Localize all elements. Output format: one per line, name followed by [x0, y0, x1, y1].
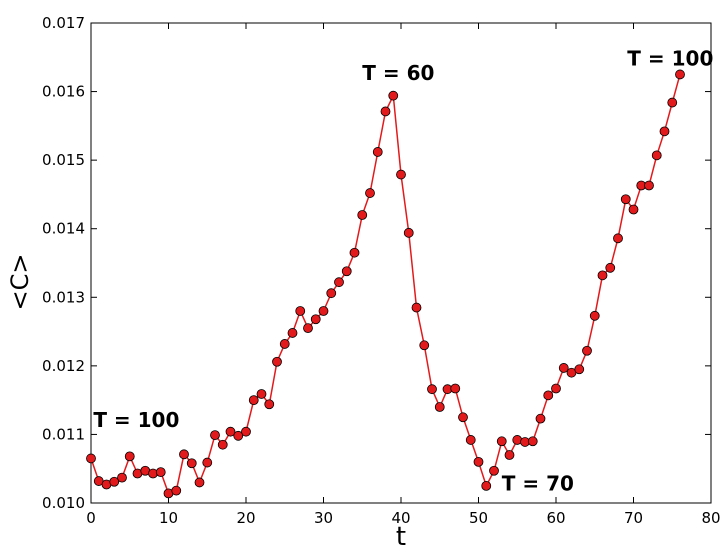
- data-point: [527, 436, 538, 447]
- data-point: [186, 458, 197, 469]
- y-tick-label: 0.012: [42, 357, 85, 375]
- data-point: [210, 430, 220, 441]
- y-tick-label: 0.011: [42, 425, 85, 443]
- y-tick-label: 0.017: [42, 14, 85, 32]
- y-tick-label: 0.016: [42, 83, 85, 101]
- data-point: [620, 194, 631, 205]
- data-point: [667, 97, 678, 108]
- data-point: [217, 439, 228, 450]
- data-point: [434, 402, 445, 412]
- data-point: [241, 426, 251, 437]
- data-point: [651, 150, 662, 161]
- data-point: [589, 310, 600, 321]
- data-point: [450, 383, 461, 394]
- data-point: [341, 266, 352, 277]
- plot-border: [90, 22, 712, 504]
- data-point: [582, 345, 592, 356]
- data-point: [419, 340, 430, 351]
- y-tick-label: 0.013: [42, 288, 85, 306]
- data-point: [279, 339, 290, 349]
- data-point: [109, 476, 120, 487]
- data-point: [334, 277, 344, 288]
- data-point: [551, 383, 561, 394]
- x-tick-label: 30: [314, 509, 333, 527]
- series-layer: [86, 69, 685, 499]
- data-point: [659, 126, 670, 137]
- data-point: [287, 328, 298, 338]
- data-point: [380, 106, 391, 117]
- x-axis-label: t: [396, 522, 406, 552]
- x-tick-label: 50: [469, 509, 488, 527]
- data-point: [225, 426, 236, 437]
- y-tick-label: 0.015: [42, 151, 85, 169]
- data-point: [264, 399, 275, 410]
- data-point: [613, 233, 623, 244]
- data-point: [117, 472, 127, 483]
- x-tick-label: 40: [391, 509, 410, 527]
- data-point: [318, 306, 329, 316]
- data-point: [574, 364, 585, 375]
- data-point: [558, 363, 569, 373]
- data-point: [605, 262, 616, 273]
- data-point: [411, 302, 422, 313]
- x-tick-labels: 0 10 20 30 40 50 60 70 80: [86, 509, 720, 527]
- data-point: [272, 356, 282, 367]
- y-axis-label: <C>: [6, 254, 34, 311]
- data-point: [248, 395, 259, 406]
- data-point: [396, 169, 406, 180]
- data-point: [427, 384, 437, 395]
- data-point: [303, 323, 313, 334]
- data-point: [543, 390, 554, 401]
- data-point: [310, 314, 321, 325]
- annotation-label: T = 70: [502, 472, 574, 496]
- data-point: [155, 467, 166, 478]
- y-tick-labels: 0.010 0.011 0.012 0.013 0.014 0.015 0.016 0.017: [42, 14, 85, 512]
- data-point: [465, 435, 476, 445]
- data-point: [179, 449, 189, 460]
- data-point: [357, 210, 368, 220]
- data-point: [171, 485, 182, 496]
- data-point: [194, 477, 205, 488]
- data-point: [202, 457, 213, 468]
- data-point: [326, 288, 337, 299]
- data-point: [504, 450, 515, 460]
- data-point: [86, 453, 96, 464]
- x-tick-label: 80: [701, 509, 720, 527]
- data-point: [256, 389, 267, 399]
- data-point: [458, 412, 468, 423]
- data-point: [388, 90, 399, 101]
- annotation-label: T = 60: [362, 61, 434, 85]
- data-point: [481, 480, 492, 491]
- x-tick-label: 60: [546, 509, 565, 527]
- data-point: [372, 147, 383, 157]
- axis-ticks: [90, 22, 712, 504]
- annotation-label: T = 100: [93, 408, 179, 432]
- data-point: [295, 306, 306, 316]
- x-tick-label: 0: [86, 509, 96, 527]
- data-point: [489, 465, 499, 476]
- data-point: [675, 69, 685, 80]
- annotation-layer: T = 100 T = 60 T = 70 T = 100: [93, 47, 713, 496]
- plot-frame: [90, 22, 712, 504]
- y-tick-label: 0.014: [42, 220, 85, 238]
- data-point: [628, 204, 639, 215]
- data-point: [349, 247, 360, 258]
- annotation-label: T = 100: [627, 47, 713, 71]
- data-point: [535, 413, 546, 424]
- data-point: [365, 188, 375, 198]
- data-point: [597, 270, 608, 281]
- data-point: [473, 456, 484, 467]
- data-point: [496, 436, 507, 447]
- data-point: [233, 430, 244, 441]
- x-tick-label: 70: [624, 509, 643, 527]
- data-point: [403, 227, 414, 238]
- y-tick-label: 0.010: [42, 494, 85, 512]
- x-tick-label: 10: [159, 509, 178, 527]
- data-point: [644, 180, 654, 191]
- x-tick-label: 20: [236, 509, 255, 527]
- data-point: [124, 451, 135, 462]
